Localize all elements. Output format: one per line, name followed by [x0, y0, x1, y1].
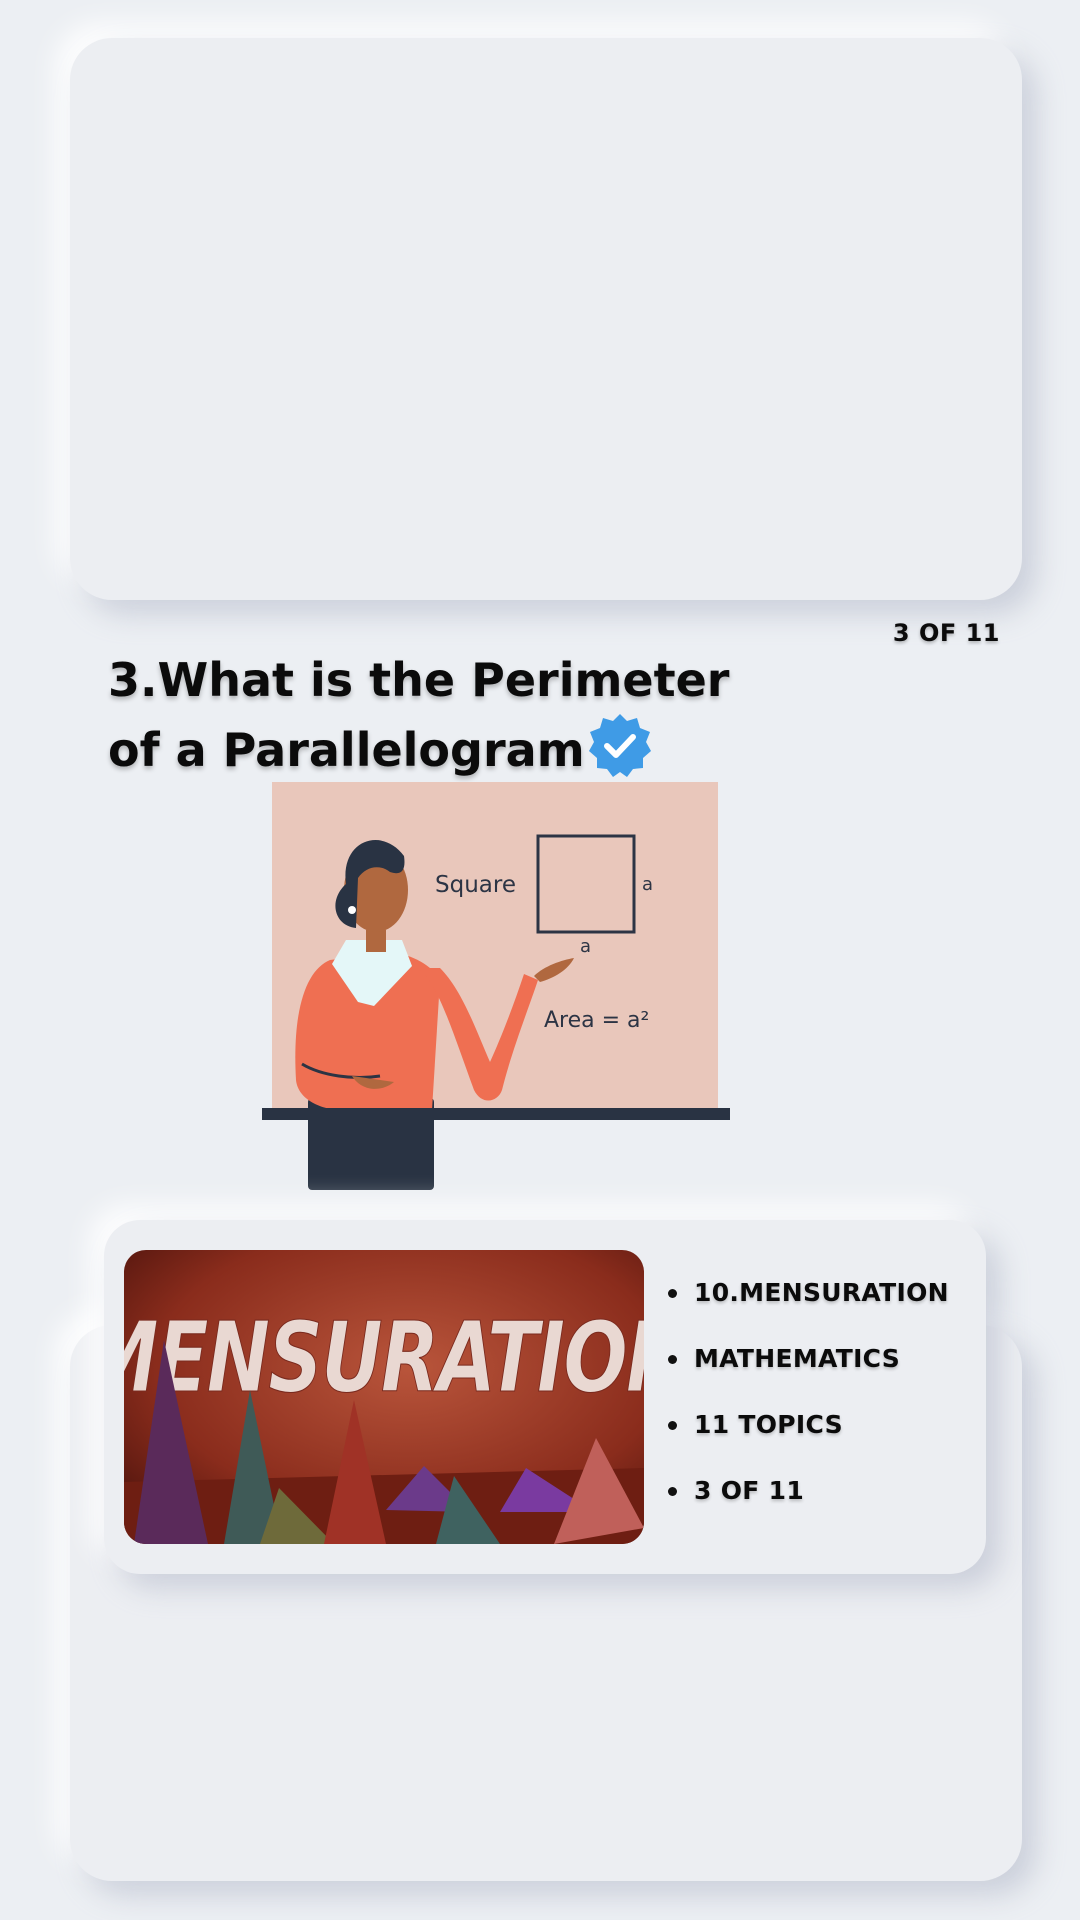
video-player-card[interactable]	[70, 38, 1022, 600]
topic-chapter: 10.MENSURATION	[668, 1260, 949, 1326]
board-ledge	[262, 1108, 730, 1120]
formula-label: Area = a²	[544, 1008, 649, 1033]
square-shape	[536, 834, 636, 934]
verified-badge-icon	[587, 712, 653, 794]
progress-indicator: 3 OF 11	[892, 619, 1000, 647]
thumbnail-title: MENSURATION	[124, 1302, 644, 1415]
topic-card[interactable]: MENSURATION 10.MENSURATION MATHEMATICS 1…	[104, 1220, 986, 1574]
side-right-label: a	[642, 874, 653, 895]
bullet-icon	[668, 1421, 677, 1430]
question-title: 3.What is the Perimeter of a Parallelogr…	[108, 648, 748, 794]
bullet-icon	[668, 1487, 677, 1496]
bullet-icon	[668, 1355, 677, 1364]
topic-meta-list: 10.MENSURATION MATHEMATICS 11 TOPICS 3 O…	[668, 1260, 949, 1524]
topic-thumbnail[interactable]: MENSURATION	[124, 1250, 644, 1544]
teacher-illustration: Square a a Area = a²	[262, 782, 730, 1190]
topic-subject: MATHEMATICS	[668, 1326, 949, 1392]
square-label: Square	[435, 872, 516, 898]
topic-count: 11 TOPICS	[668, 1392, 949, 1458]
question-title-text: 3.What is the Perimeter of a Parallelogr…	[108, 653, 730, 777]
topic-progress: 3 OF 11	[668, 1458, 949, 1524]
side-bottom-label: a	[580, 936, 591, 957]
teacher-figure	[295, 840, 574, 1190]
bullet-icon	[668, 1289, 677, 1298]
